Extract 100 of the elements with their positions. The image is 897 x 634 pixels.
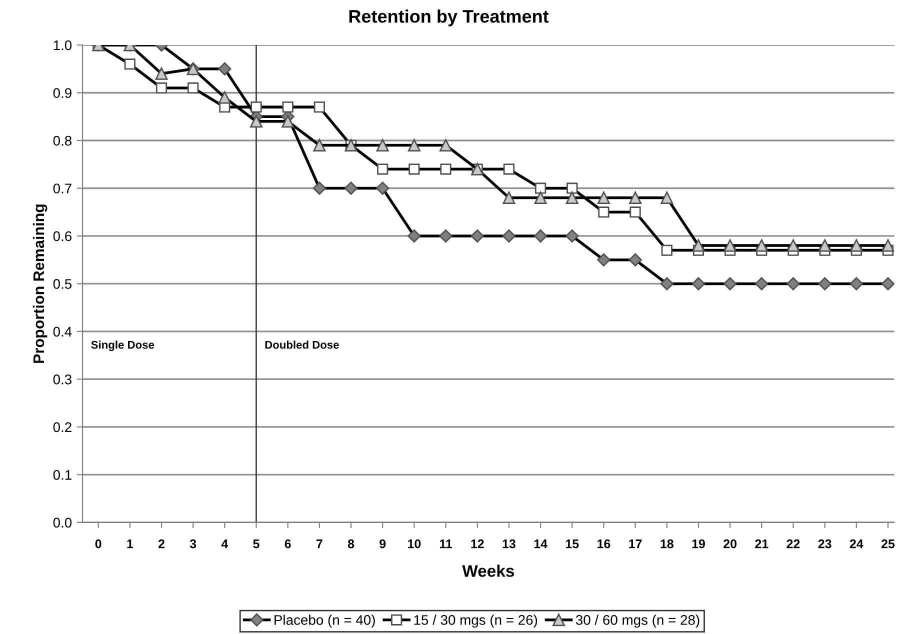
y-tick-label: 0.7 — [53, 184, 72, 194]
x-tick-label: 3 — [190, 539, 196, 548]
x-tick-label: 18 — [660, 539, 674, 548]
point — [313, 139, 326, 152]
point — [723, 277, 737, 290]
y-tick-label: 0.3 — [53, 374, 72, 384]
y-tick-label: 0.6 — [53, 231, 72, 242]
point — [566, 229, 579, 243]
x-tick-label: 4 — [221, 540, 228, 548]
point — [470, 229, 484, 243]
x-tick-label: 6 — [284, 539, 291, 548]
point — [503, 164, 515, 175]
x-tick-label: 13 — [502, 539, 516, 548]
point — [692, 277, 706, 290]
y-tick-label: 0.4 — [53, 326, 72, 337]
point — [566, 192, 578, 204]
point — [597, 253, 610, 266]
x-tick-label: 19 — [692, 539, 705, 548]
point — [408, 139, 420, 152]
point — [282, 102, 294, 113]
point — [597, 192, 610, 204]
point — [218, 62, 232, 76]
y-tick-label: 0.0 — [53, 518, 72, 528]
x-tick-label: 2 — [158, 539, 164, 548]
legend-label: 30 / 60 mgs (n = 28) — [576, 614, 700, 628]
point — [628, 253, 642, 266]
point — [786, 239, 800, 252]
point — [660, 192, 674, 204]
x-tick-label: 11 — [440, 540, 452, 548]
annotation: Single Dose — [91, 340, 154, 351]
point — [881, 277, 894, 290]
point — [376, 182, 390, 195]
legend-label: Placebo (n = 40) — [274, 614, 375, 628]
point — [850, 277, 863, 290]
point — [250, 102, 262, 113]
x-tick-label: 14 — [534, 540, 548, 548]
point — [598, 206, 610, 218]
x-tick-label: 8 — [348, 539, 354, 548]
point — [502, 192, 516, 204]
point — [534, 229, 548, 243]
point — [314, 102, 325, 113]
x-tick-label: 22 — [786, 539, 800, 548]
point — [408, 164, 420, 175]
x-tick-label: 23 — [818, 539, 832, 548]
point — [156, 82, 168, 94]
point — [850, 239, 863, 252]
point — [250, 115, 263, 128]
x-tick-label: 0 — [95, 539, 102, 548]
point — [818, 277, 832, 290]
point — [408, 229, 421, 243]
x-tick-label: 9 — [380, 539, 386, 548]
x-tick-label: 7 — [316, 540, 322, 548]
x-tick-label: 5 — [253, 540, 260, 548]
y-tick-label: 0.1 — [53, 470, 72, 480]
point — [755, 277, 768, 290]
point — [660, 277, 674, 290]
point — [661, 244, 672, 256]
x-tick-label: 15 — [566, 540, 579, 548]
point — [630, 206, 641, 218]
x-tick-label: 17 — [629, 540, 642, 548]
x-tick-label: 21 — [755, 539, 768, 548]
point — [818, 239, 832, 252]
y-tick-label: 0.5 — [53, 279, 72, 289]
x-tick-label: 1 — [127, 540, 134, 548]
point — [755, 239, 768, 252]
point — [344, 182, 358, 195]
y-tick-label: 0.8 — [53, 136, 72, 146]
point — [502, 229, 516, 243]
y-tick-label: 0.2 — [53, 422, 72, 432]
x-tick-label: 10 — [408, 539, 421, 548]
point — [124, 58, 136, 70]
x-tick-label: 24 — [850, 539, 864, 548]
point — [534, 192, 547, 204]
y-axis-title: Proportion Remaining — [32, 204, 48, 363]
point — [629, 192, 642, 204]
point — [376, 139, 389, 152]
legend-label: 15 / 30 mgs (n = 26) — [414, 614, 538, 628]
point — [724, 239, 736, 252]
point — [786, 277, 800, 290]
x-axis-title: Weeks — [462, 564, 514, 577]
point — [312, 182, 326, 195]
x-tick-label: 16 — [598, 539, 610, 548]
point — [377, 164, 388, 175]
x-tick-label: 12 — [471, 539, 484, 548]
point — [218, 91, 231, 104]
annotation: Doubled Dose — [265, 340, 339, 349]
y-tick-label: 1.0 — [54, 40, 72, 50]
point — [155, 67, 168, 80]
x-tick-label: 25 — [881, 539, 895, 548]
y-tick-label: 0.9 — [53, 88, 72, 98]
point — [692, 239, 705, 252]
point — [440, 139, 452, 152]
point — [882, 239, 894, 252]
x-tick-label: 20 — [724, 539, 736, 548]
point — [534, 182, 546, 194]
point — [440, 164, 452, 175]
point — [439, 229, 452, 243]
point — [188, 82, 199, 94]
point — [282, 115, 294, 128]
point — [566, 182, 578, 194]
